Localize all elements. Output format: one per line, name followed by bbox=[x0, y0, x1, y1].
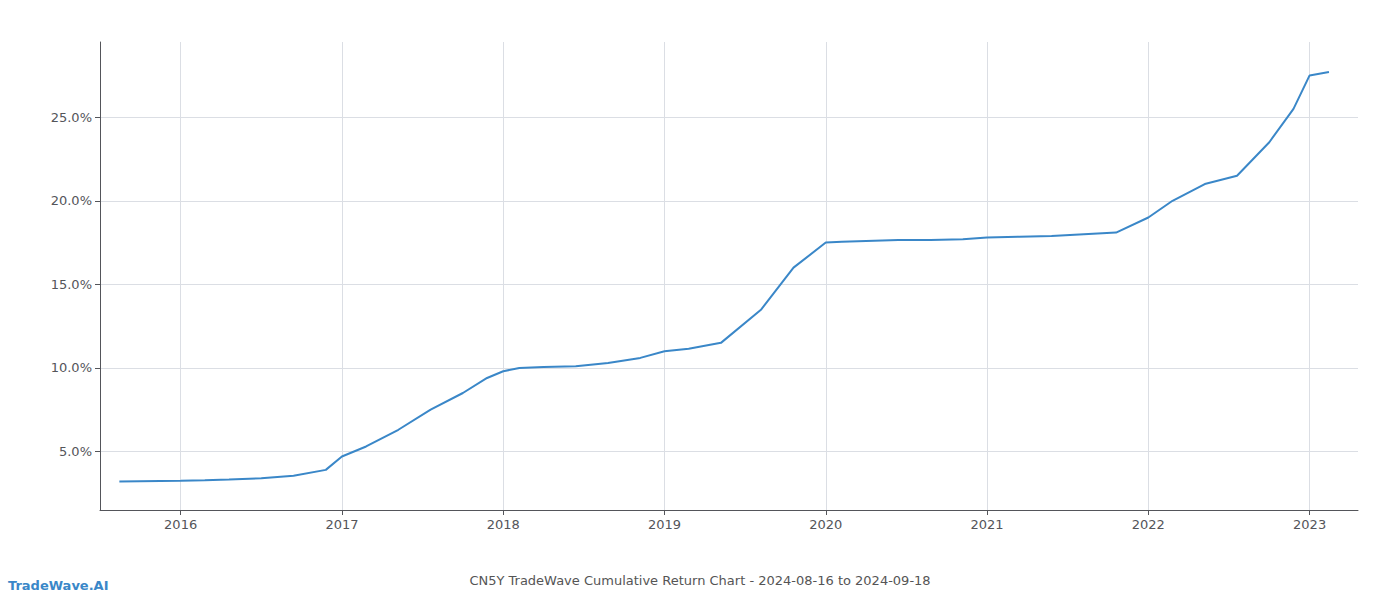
svg-text:2023: 2023 bbox=[1293, 517, 1326, 532]
svg-text:2020: 2020 bbox=[809, 517, 842, 532]
svg-text:2019: 2019 bbox=[648, 517, 681, 532]
svg-text:20.0%: 20.0% bbox=[51, 193, 92, 208]
svg-text:2018: 2018 bbox=[487, 517, 520, 532]
svg-text:10.0%: 10.0% bbox=[51, 360, 92, 375]
svg-text:2017: 2017 bbox=[325, 517, 358, 532]
svg-text:TradeWave.AI: TradeWave.AI bbox=[8, 578, 109, 593]
svg-text:2021: 2021 bbox=[971, 517, 1004, 532]
svg-text:15.0%: 15.0% bbox=[51, 277, 92, 292]
svg-text:2016: 2016 bbox=[164, 517, 197, 532]
svg-text:CN5Y TradeWave Cumulative Retu: CN5Y TradeWave Cumulative Return Chart -… bbox=[469, 573, 930, 588]
svg-text:25.0%: 25.0% bbox=[51, 110, 92, 125]
svg-text:5.0%: 5.0% bbox=[59, 444, 92, 459]
svg-text:2022: 2022 bbox=[1132, 517, 1165, 532]
